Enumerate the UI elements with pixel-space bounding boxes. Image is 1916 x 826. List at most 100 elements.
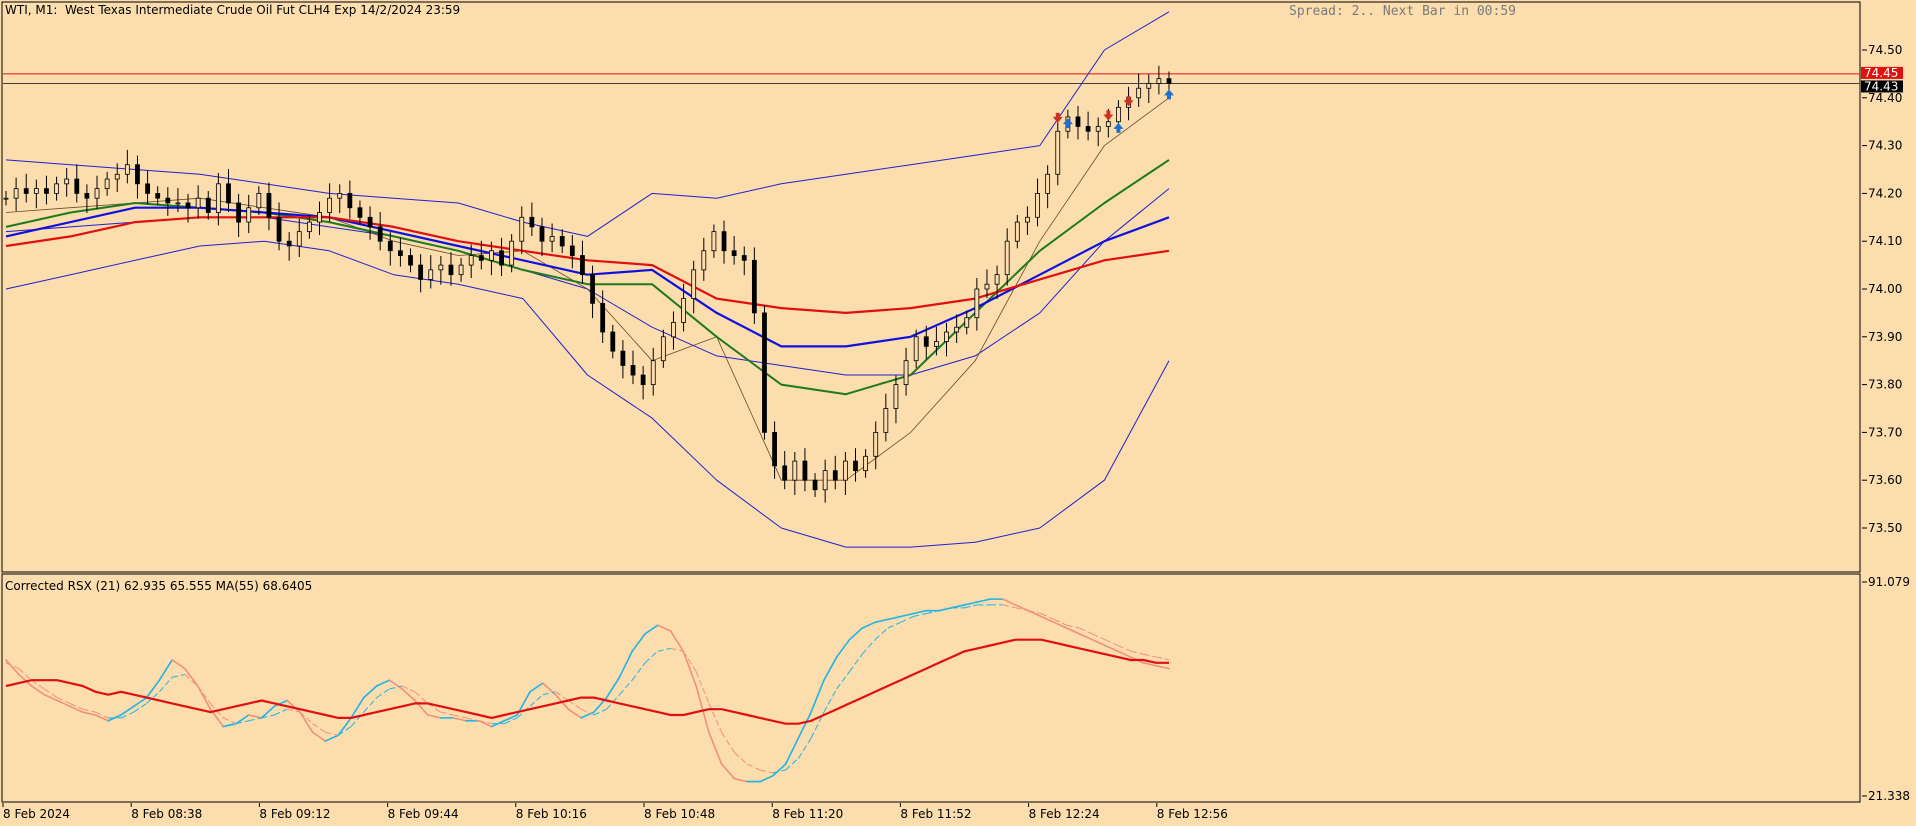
sell-arrow-icon	[1103, 110, 1114, 121]
rsx-signal-segment	[223, 717, 237, 725]
rsx-segment	[145, 679, 161, 699]
rsx-signal-segment	[619, 679, 633, 696]
candle-body	[236, 202, 242, 223]
time-tick-label: 8 Feb 09:12	[259, 807, 330, 821]
rsx-signal-segment	[31, 679, 45, 690]
rsx-signal-segment	[785, 758, 799, 771]
rsx-segment	[490, 719, 506, 728]
rsx-segment	[56, 699, 71, 708]
rsx-signal-segment	[197, 685, 211, 704]
rsx-signal-segment	[414, 691, 429, 704]
rsx-segment	[1040, 615, 1055, 624]
candle-body	[974, 288, 980, 319]
price-tick-label: 73.80	[1868, 378, 1902, 392]
price-tick-label: 73.60	[1868, 473, 1902, 487]
rsx-segment	[1155, 664, 1170, 670]
candle-body	[104, 178, 110, 190]
rsx-signal-segment	[542, 691, 556, 696]
rsx-signal-segment	[274, 708, 288, 716]
price-tick-label: 73.70	[1868, 425, 1902, 439]
candle-body	[580, 255, 585, 276]
candle-body	[600, 302, 606, 333]
price-tick-label: 73.50	[1868, 521, 1902, 535]
candle-body	[984, 283, 990, 290]
candle-body	[226, 183, 231, 204]
rsx-segment	[30, 685, 46, 696]
candle-body	[944, 331, 949, 342]
rsx-signal-segment	[18, 668, 32, 681]
rsx-signal-segment	[172, 673, 186, 678]
candle-body	[559, 236, 565, 247]
rsx-signal-segment	[555, 691, 569, 701]
candle-body	[468, 255, 474, 266]
time-tick-label: 8 Feb 11:52	[900, 807, 971, 821]
rsx-signal-segment	[644, 650, 659, 664]
rsx-signal-segment	[120, 711, 135, 719]
candle-body	[1146, 83, 1152, 89]
symbol-title: WTI, M1: West Texas Intermediate Crude O…	[5, 3, 461, 17]
ma-green-line	[5, 159, 1170, 396]
rsx-segment	[848, 627, 864, 641]
rsx-signal-segment	[299, 711, 314, 725]
rsx-segment	[631, 633, 646, 653]
rsx-segment	[337, 717, 352, 737]
rsx-signal-segment	[797, 737, 812, 759]
candle-body	[1156, 78, 1162, 84]
time-tick-label: 8 Feb 12:24	[1029, 807, 1100, 821]
candle-body	[822, 470, 828, 491]
candle-body	[1166, 78, 1172, 84]
candle-body	[448, 264, 454, 276]
candle-body	[458, 264, 464, 276]
rsx-segment	[912, 609, 927, 615]
candle-body	[762, 312, 767, 433]
rsx-signal-segment	[593, 708, 607, 716]
time-tick-label: 8 Feb 10:16	[516, 807, 587, 821]
rsx-signal-segment	[453, 714, 467, 719]
candle-body	[1025, 216, 1030, 223]
rsx-signal-segment	[1092, 633, 1106, 641]
candle-body	[893, 384, 899, 409]
time-tick-label: 8 Feb 2024	[3, 807, 70, 821]
rsx-segment	[823, 656, 838, 682]
candle-body	[681, 298, 686, 323]
rsx-signal-segment	[708, 703, 723, 733]
price-panel-frame	[1, 1, 1861, 573]
candle-body	[842, 460, 848, 481]
candle-body	[155, 192, 161, 199]
rsx-segment	[541, 682, 557, 696]
candle-body	[124, 164, 130, 175]
rsx-segment	[43, 693, 58, 702]
rsx-signal-segment	[657, 647, 671, 652]
rsx-segment	[759, 775, 774, 783]
candle-body	[903, 360, 909, 386]
indicator-top-label: 91.079	[1868, 575, 1910, 589]
candle-body	[94, 188, 100, 199]
rsx-segment	[1078, 633, 1094, 641]
rsx-signal-segment	[823, 688, 838, 713]
candle-body	[751, 259, 757, 314]
candle-body	[438, 264, 444, 271]
rsx-signal-segment	[849, 653, 863, 672]
candle-body	[408, 255, 413, 266]
time-tick-label: 8 Feb 10:48	[644, 807, 715, 821]
candle-body	[357, 207, 363, 218]
rsx-segment	[733, 777, 749, 783]
bollinger-middle-line	[5, 188, 1170, 376]
rsx-segment	[426, 714, 442, 719]
price-tick-label: 74.50	[1868, 43, 1902, 57]
candle-body	[306, 221, 312, 233]
indicator-bottom-label: 21.338	[1868, 789, 1910, 803]
rsx-signal-segment	[1066, 624, 1080, 629]
rsx-signal-segment	[516, 705, 531, 719]
candle-body	[23, 188, 29, 194]
rsx-segment	[273, 699, 288, 708]
rsx-signal-segment	[568, 700, 582, 710]
candle-body	[569, 245, 575, 256]
buy-arrow-icon	[1164, 89, 1174, 100]
rsx-segment	[248, 714, 263, 719]
candle-body	[1055, 130, 1061, 175]
rsx-signal-segment	[682, 650, 697, 672]
rsx-segment	[1091, 638, 1106, 647]
ask-price-label: 74.45	[1864, 66, 1898, 80]
